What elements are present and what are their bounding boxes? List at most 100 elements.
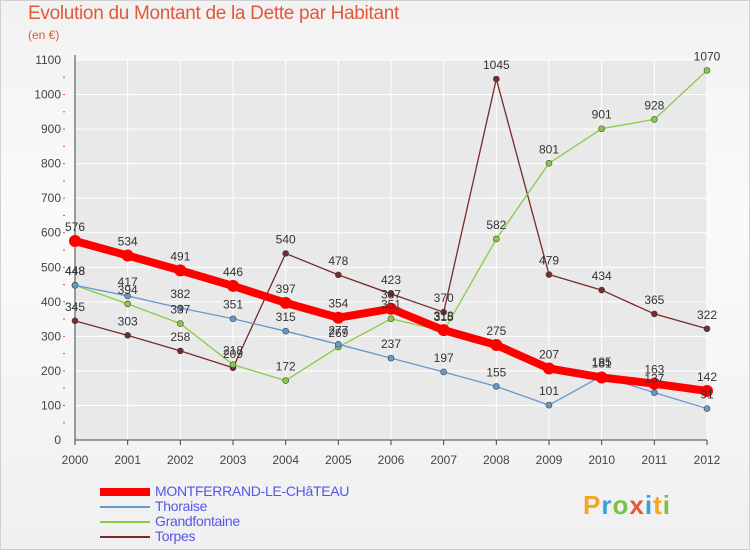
data-label-0: 275	[486, 324, 506, 338]
y-tick-label: 100	[41, 398, 61, 412]
data-label-0: 354	[328, 297, 348, 311]
data-point-1	[124, 292, 131, 300]
data-point-0	[279, 296, 292, 309]
x-tick-label: 2007	[430, 453, 457, 467]
data-label-0: 318	[434, 309, 454, 323]
y-tick-label: 600	[41, 226, 61, 240]
x-tick-label: 2003	[220, 453, 247, 467]
data-point-1	[703, 405, 711, 412]
logo-letter: r	[601, 490, 613, 520]
x-tick-label: 2002	[167, 453, 194, 467]
data-point-3	[703, 325, 711, 333]
x-tick-label: 2008	[483, 453, 510, 467]
y-tick-label: 500	[41, 260, 61, 274]
data-point-3	[282, 250, 289, 257]
data-point-1	[651, 389, 658, 396]
x-tick-label: 2001	[114, 453, 141, 467]
data-point-0	[701, 384, 713, 397]
data-point-1	[229, 315, 237, 323]
data-label-1: 351	[223, 298, 243, 312]
data-point-3	[335, 271, 342, 279]
data-point-2	[651, 116, 658, 123]
legend-swatch	[100, 506, 150, 508]
data-point-0	[174, 264, 187, 277]
data-label-0: 446	[223, 265, 243, 279]
y-tick-label: 800	[41, 157, 61, 171]
data-label-1: 448	[65, 264, 85, 278]
data-point-0	[227, 279, 239, 292]
x-tick-label: 2004	[272, 453, 299, 467]
data-label-0: 576	[65, 220, 85, 234]
y-tick-label: 200	[41, 364, 61, 378]
x-tick-label: 2011	[641, 453, 667, 467]
data-point-2	[177, 320, 184, 327]
x-tick-label: 2009	[536, 453, 563, 467]
data-label-1: 315	[276, 310, 296, 324]
y-tick-label: 300	[41, 329, 61, 343]
data-label-3: 258	[170, 330, 190, 344]
data-label-2: 801	[539, 142, 559, 156]
line-chart: 0 100 200 300 400 500 600 700 800 900 1000 1100 2000…	[34, 49, 721, 467]
data-point-0	[385, 302, 397, 315]
data-label-1: 137	[644, 372, 664, 386]
data-label-2: 394	[118, 283, 138, 297]
data-label-3: 345	[65, 300, 85, 314]
data-point-2	[703, 67, 711, 74]
proxiti-logo: Proxiti	[583, 490, 671, 521]
data-point-3	[545, 271, 553, 278]
data-label-2: 928	[644, 98, 664, 112]
data-label-1: 417	[118, 275, 138, 289]
data-label-1: 155	[486, 365, 506, 379]
data-label-1: 185	[592, 355, 612, 369]
data-point-3	[71, 317, 79, 325]
data-label-0: 207	[539, 347, 559, 361]
data-label-3: 540	[276, 232, 296, 246]
data-label-3: 365	[644, 293, 664, 307]
y-tick-label: 1100	[35, 53, 61, 67]
y-tick-label: 0	[54, 433, 61, 447]
data-label-3: 209	[223, 347, 243, 361]
data-label-1: 197	[434, 351, 454, 365]
data-label-0: 387	[381, 288, 401, 302]
data-point-3	[177, 347, 184, 355]
data-label-3: 370	[434, 291, 454, 305]
y-tick-label: 400	[41, 295, 61, 309]
data-label-3: 322	[697, 308, 717, 322]
data-point-0	[69, 235, 81, 248]
legend-label: Thoraise	[155, 498, 208, 514]
chart-title: Evolution du Montant de la Dette par Hab…	[28, 3, 399, 24]
data-point-0	[543, 362, 555, 375]
data-label-3: 434	[592, 269, 612, 283]
data-label-2: 448	[65, 264, 85, 278]
data-point-2	[387, 315, 395, 323]
data-label-1: 382	[170, 287, 190, 301]
logo-letter: i	[644, 490, 654, 520]
data-label-2: 1070	[694, 49, 721, 63]
data-label-0: 491	[170, 249, 190, 263]
data-point-0	[332, 311, 345, 324]
legend-swatch	[100, 536, 150, 538]
data-label-0: 163	[644, 363, 664, 377]
data-label-3: 478	[328, 254, 348, 268]
data-point-1	[545, 401, 553, 409]
y-tick-label: 700	[41, 191, 61, 205]
x-tick-label: 2000	[62, 453, 89, 467]
data-label-0: 181	[592, 356, 612, 370]
logo-letter: i	[662, 490, 671, 520]
data-label-3: 423	[381, 273, 401, 287]
x-tick-label: 2012	[694, 453, 721, 467]
data-label-2: 901	[592, 108, 612, 122]
legend-label: Torpes	[155, 528, 196, 544]
data-label-3: 303	[118, 314, 138, 328]
y-tick-label: 1000	[34, 88, 61, 102]
x-tick-label: 2006	[378, 453, 405, 467]
data-label-2: 172	[276, 360, 296, 374]
x-tick-label: 2010	[588, 453, 615, 467]
data-label-1: 277	[328, 323, 348, 337]
data-label-2: 351	[381, 298, 401, 312]
data-label-2: 315	[434, 310, 454, 324]
data-label-0: 142	[697, 370, 717, 384]
legend-swatch	[100, 488, 150, 496]
logo-letter: o	[612, 490, 630, 520]
data-point-0	[437, 324, 450, 337]
